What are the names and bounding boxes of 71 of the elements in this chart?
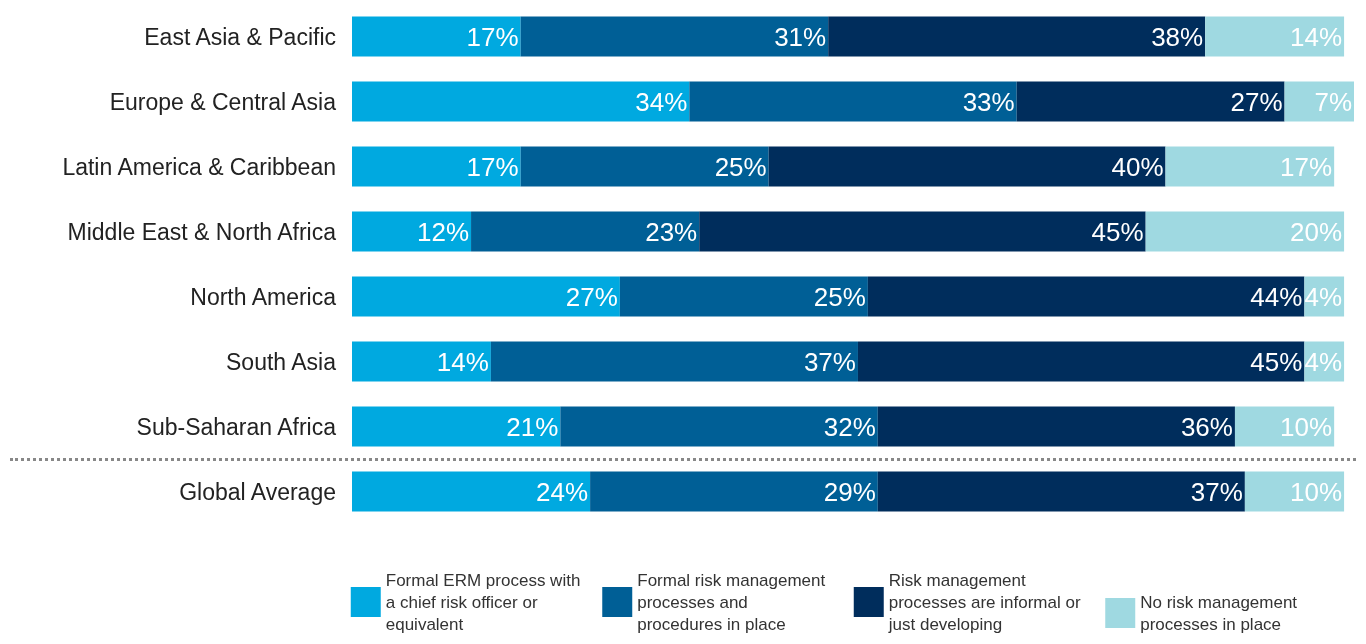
bar <box>877 406 1235 447</box>
data-label: 25% <box>813 281 866 312</box>
y-tick-label: Europe & Central Asia <box>109 88 337 115</box>
bar <box>520 146 769 187</box>
data-label: 31% <box>774 21 827 52</box>
bar <box>560 406 878 447</box>
bar <box>689 81 1017 122</box>
bar <box>520 16 829 57</box>
y-tick-label: Latin America & Caribbean <box>62 153 336 180</box>
data-label: 12% <box>417 216 470 247</box>
data-label: 34% <box>635 86 688 117</box>
y-tick-label: South Asia <box>226 348 337 375</box>
legend-label: Formal risk management processes and procedures in place <box>637 570 830 634</box>
bar <box>877 471 1245 512</box>
data-label: 36% <box>1180 411 1233 442</box>
data-label: 37% <box>1190 476 1243 507</box>
bar <box>768 146 1166 187</box>
data-label: 33% <box>962 86 1015 117</box>
bar <box>828 16 1206 57</box>
data-label: 40% <box>1111 151 1164 182</box>
bar <box>867 276 1305 317</box>
bar <box>352 16 521 57</box>
y-tick-label: Global Average <box>179 478 336 505</box>
bar <box>352 341 491 382</box>
bar <box>1145 211 1345 252</box>
data-label: 38% <box>1151 21 1204 52</box>
data-label: 14% <box>1290 21 1343 52</box>
bar <box>619 276 868 317</box>
data-label: 24% <box>536 476 589 507</box>
data-label: 17% <box>1280 151 1333 182</box>
bar <box>352 211 472 252</box>
data-label: 27% <box>565 281 618 312</box>
data-label: 17% <box>466 151 519 182</box>
data-label: 4% <box>1304 281 1343 312</box>
legend-label: Risk management processes are informal or just developing <box>887 570 1086 634</box>
bar <box>352 471 591 512</box>
y-tick-label: Sub-Saharan Africa <box>136 413 337 440</box>
bar <box>857 341 1305 382</box>
bar <box>471 211 700 252</box>
data-label: 14% <box>436 346 489 377</box>
data-label: 7% <box>1314 86 1352 117</box>
data-label: 29% <box>823 476 876 507</box>
bar <box>1205 16 1345 57</box>
bar <box>1165 146 1335 187</box>
data-label: 25% <box>714 151 767 182</box>
data-label: 17% <box>466 21 519 52</box>
y-tick-label: North America <box>190 283 337 310</box>
bar <box>590 471 878 512</box>
bar <box>352 81 690 122</box>
legend-label: No risk management processes in place <box>1140 592 1302 634</box>
bar <box>490 341 858 382</box>
y-tick-label: Middle East & North Africa <box>67 218 337 245</box>
bar <box>352 276 620 317</box>
bar <box>699 211 1146 252</box>
bar <box>352 146 521 187</box>
data-label: 4% <box>1304 346 1343 377</box>
data-label: 21% <box>506 411 559 442</box>
data-label: 45% <box>1091 216 1144 247</box>
data-label: 37% <box>803 346 856 377</box>
data-label: 20% <box>1290 216 1343 247</box>
data-label: 32% <box>823 411 876 442</box>
y-tick-label: East Asia & Pacific <box>144 23 336 50</box>
bar <box>1016 81 1285 122</box>
data-label: 27% <box>1230 86 1283 117</box>
bar <box>352 406 561 447</box>
data-label: 10% <box>1290 476 1343 507</box>
data-label: 45% <box>1250 346 1303 377</box>
data-label: 44% <box>1250 281 1303 312</box>
data-label: 10% <box>1280 411 1333 442</box>
data-label: 23% <box>645 216 698 247</box>
legend-label: Formal ERM process with a chief risk officer or equivalent <box>385 570 586 634</box>
